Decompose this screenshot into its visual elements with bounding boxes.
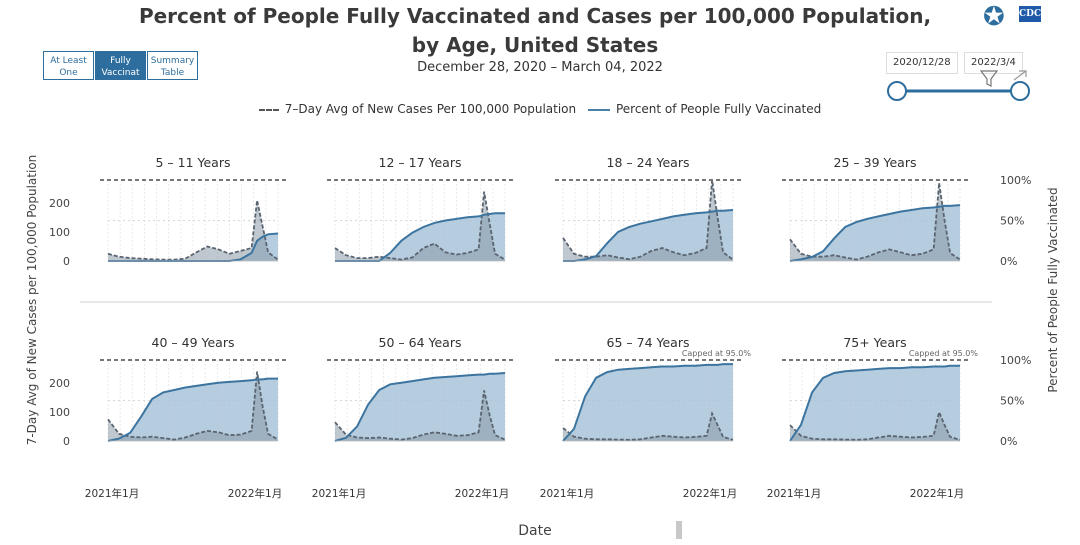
panel-title: 65 – 74 Years <box>607 335 690 350</box>
vaccination-line <box>562 363 733 442</box>
vaccination-area <box>790 205 960 261</box>
chart-legend: 7–Day Avg of New Cases Per 100,000 Popul… <box>0 102 1080 116</box>
right-tick-label: 0% <box>1000 255 1017 268</box>
cases-area <box>108 371 278 441</box>
x-tick-label: 2022年1月 <box>910 487 964 500</box>
cases-area <box>335 191 505 261</box>
panel-title: 75+ Years <box>843 335 906 350</box>
filter-icon[interactable] <box>979 70 999 87</box>
left-tick-label: 0 <box>63 435 70 448</box>
vaccination-area <box>563 210 733 261</box>
cases-legend-swatch <box>258 108 279 111</box>
tab-fully-vaccinated[interactable]: Fully Vaccinat <box>95 51 146 80</box>
left-tick-label: 100 <box>49 226 70 239</box>
vaccination-area <box>563 364 733 441</box>
right-tick-label: 100% <box>1000 174 1031 187</box>
panel-title: 5 – 11 Years <box>155 155 230 170</box>
cases-line <box>107 200 279 261</box>
panel-title: 25 – 39 Years <box>834 155 917 170</box>
cases-line <box>107 371 279 441</box>
left-axis-label: 7-Day Avg of New Cases per 100,000 Popul… <box>25 154 39 446</box>
x-tick-label: 2021年1月 <box>312 487 366 500</box>
capped-note: Capped at 95.0% <box>909 349 979 358</box>
cases-area <box>335 390 505 441</box>
cases-line <box>789 409 961 441</box>
cases-area <box>563 180 733 261</box>
view-tabs: At Least One Fully Vaccinat Summary Tabl… <box>43 51 199 80</box>
vaccination-line <box>789 364 960 442</box>
cases-area <box>790 182 960 261</box>
cases-line <box>334 191 506 261</box>
x-tick-label: 2022年1月 <box>683 487 737 500</box>
cases-line <box>562 410 734 441</box>
right-axis-label: Percent of People Fully Vaccinated <box>1046 187 1060 393</box>
chart-title-line-1: Percent of People Fully Vaccinated and C… <box>138 4 932 28</box>
cases-legend-label: 7–Day Avg of New Cases Per 100,000 Popul… <box>284 102 577 116</box>
x-tick-label: 2022年1月 <box>228 487 282 500</box>
panel-title: 40 – 49 Years <box>152 335 235 350</box>
right-tick-label: 50% <box>1000 215 1024 228</box>
end-date-field[interactable]: 2022/3/4 <box>964 52 1023 74</box>
vaccination-line <box>107 377 278 442</box>
cdc-logo-text: CDC <box>1019 6 1041 22</box>
panel-title: 18 – 24 Years <box>607 155 690 170</box>
vaccination-area <box>108 378 278 441</box>
x-axis-label: Date <box>518 523 552 539</box>
right-tick-label: 50% <box>1000 395 1024 408</box>
tab-summary-table[interactable]: Summary Table <box>147 51 198 80</box>
chart-title-line-2: by Age, United States <box>411 33 659 57</box>
hhs-eagle-icon: ✪ <box>983 2 1005 32</box>
left-tick-label: 200 <box>49 197 70 210</box>
vaccination-area <box>335 373 505 441</box>
right-tick-label: 0% <box>1000 435 1017 448</box>
right-tick-label: 100% <box>1000 354 1031 367</box>
vaccination-line <box>789 204 961 262</box>
vacc-legend-label: Percent of People Fully Vaccinated <box>615 102 822 116</box>
left-tick-label: 100 <box>49 406 70 419</box>
x-tick-label: 2021年1月 <box>85 487 139 500</box>
date-slider-start-handle[interactable] <box>887 81 907 101</box>
left-tick-label: 200 <box>49 377 70 390</box>
vaccination-area <box>335 213 505 261</box>
tab-at-least-one[interactable]: At Least One <box>43 51 94 80</box>
vaccination-area <box>790 365 960 441</box>
vaccination-line <box>563 209 734 262</box>
x-tick-label: 2021年1月 <box>767 487 821 500</box>
scrollbar-thumb[interactable] <box>676 521 682 539</box>
vaccination-line <box>334 372 506 442</box>
date-slider-end-handle[interactable] <box>1010 81 1030 101</box>
cases-line <box>334 390 506 441</box>
expand-icon[interactable] <box>1013 70 1027 81</box>
panel-title: 50 – 64 Years <box>379 335 462 350</box>
x-tick-label: 2022年1月 <box>455 487 509 500</box>
left-tick-label: 0 <box>63 255 70 268</box>
vacc-legend-swatch <box>587 108 610 111</box>
date-range-subtitle: December 28, 2020 – March 04, 2022 <box>417 60 663 75</box>
cdc-logo: ✪ CDC <box>983 0 1058 32</box>
cases-area <box>108 200 278 261</box>
panel-title: 12 – 17 Years <box>379 155 462 170</box>
start-date-field[interactable]: 2020/12/28 <box>886 52 958 74</box>
x-tick-label: 2021年1月 <box>540 487 594 500</box>
capped-note: Capped at 95.0% <box>682 349 752 358</box>
cases-line <box>789 182 961 261</box>
